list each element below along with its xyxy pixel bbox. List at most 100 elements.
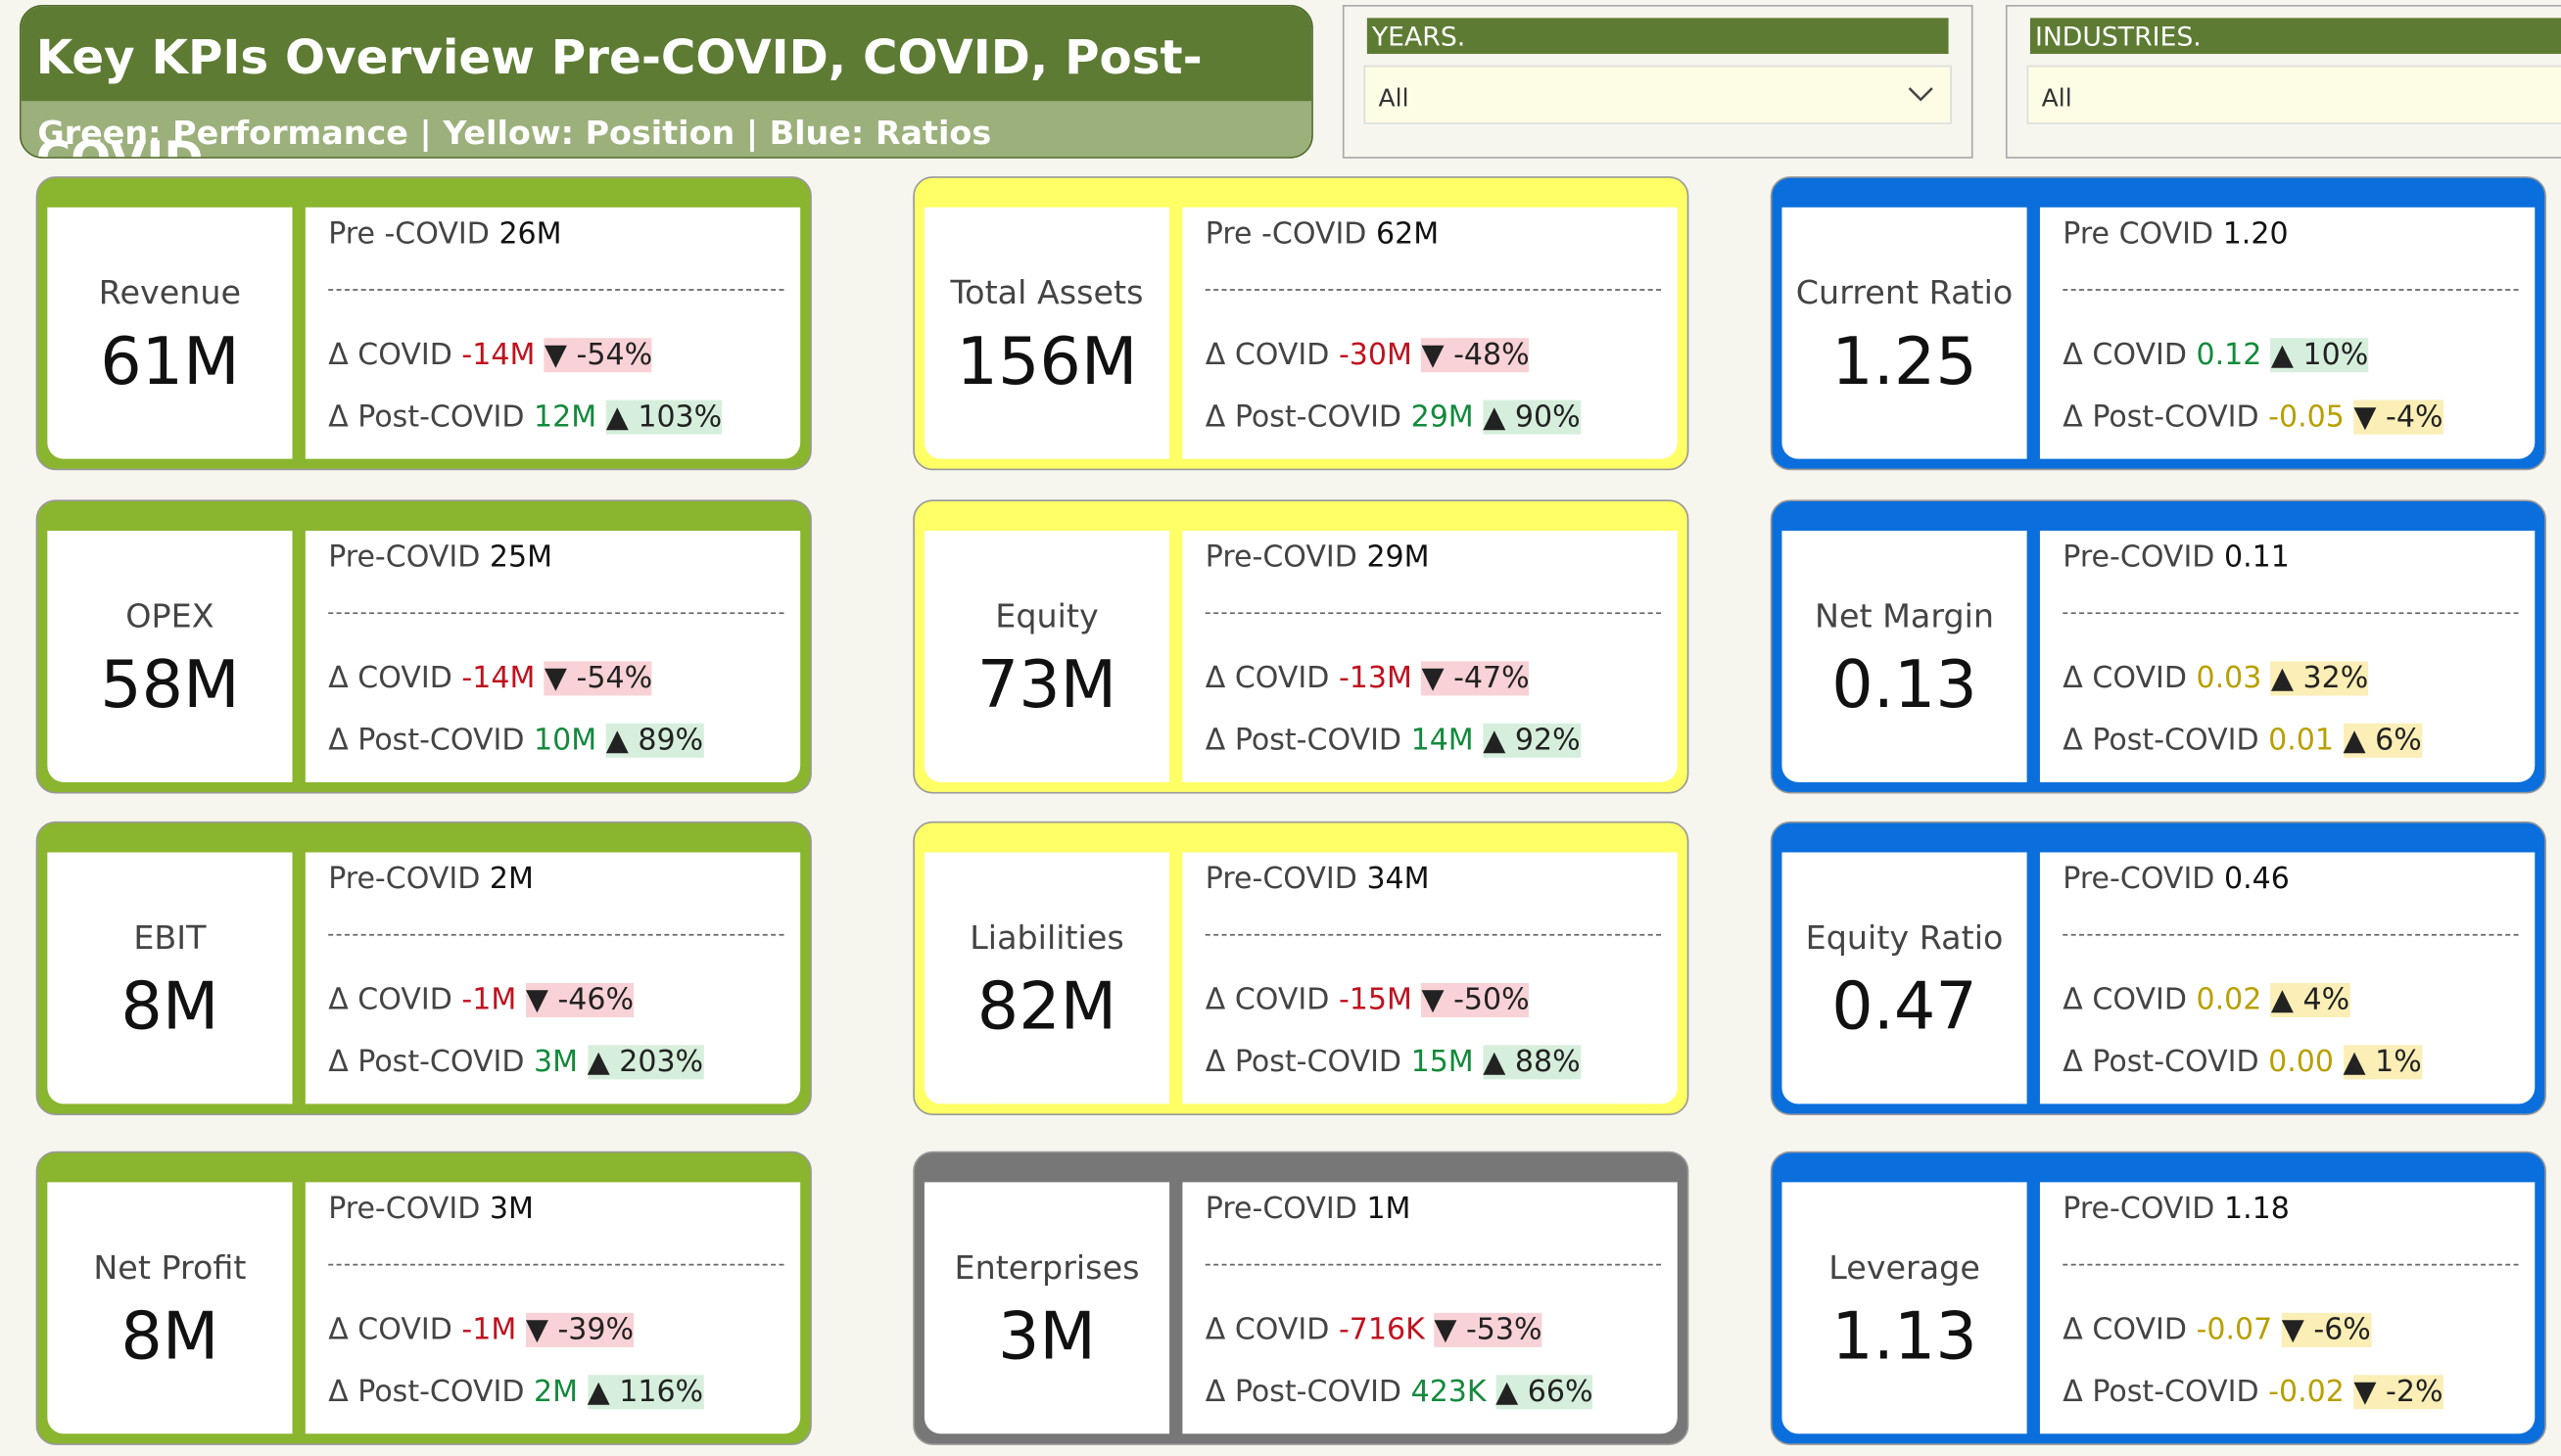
slicer[interactable]: YEARS. All (1342, 5, 1973, 159)
pre-value: 25M (489, 540, 552, 576)
post-delta: -0.05 (2268, 399, 2345, 435)
post-pct: ▼ -2% (2353, 1375, 2443, 1410)
kpi-name: Net Margin (1814, 595, 1995, 635)
post-label: Δ Post-COVID (2063, 1045, 2259, 1080)
kpi-detail: Pre-COVID 3M Δ COVID -1M ▼ -39% Δ Post-COV… (305, 1182, 801, 1434)
kpi-main: Net Margin 0.13 (1781, 531, 2027, 782)
post-line: Δ Post-COVID -0.02 ▼ -2% (2063, 1375, 2443, 1410)
chevron (1908, 87, 1933, 102)
pre-label: Pre-COVID (2063, 540, 2215, 576)
post-line: Δ Post-COVID 29M ▲ 90% (1205, 399, 1581, 435)
separator (1205, 612, 1662, 615)
kpi-detail: Pre-COVID 29M Δ COVID -13M ▼ -47% Δ Post-C… (1182, 531, 1678, 782)
pre-line: Pre -COVID 62M (1206, 217, 1439, 252)
kpi-card: Equity Ratio 0.47 Pre-COVID 0.46 Δ COVID 0.… (1770, 821, 2546, 1116)
pre-value: 1M (1366, 1192, 1411, 1227)
pre-label: Pre-COVID (328, 540, 481, 576)
covid-line: Δ COVID 0.03 ▲ 32% (2063, 661, 2369, 696)
separator (2063, 933, 2519, 936)
covid-pct: ▼ -54% (544, 661, 653, 696)
covid-delta: -1M (461, 982, 517, 1017)
post-label: Δ Post-COVID (2063, 723, 2259, 758)
covid-delta: -0.07 (2196, 1312, 2273, 1347)
pre-line: Pre-COVID 0.46 (2063, 863, 2290, 897)
pre-label: Pre-COVID (328, 862, 481, 897)
post-label: Δ Post-COVID (1205, 1375, 1402, 1410)
kpi-main: Equity Ratio 0.47 (1781, 852, 2027, 1104)
pre-value: 29M (1366, 540, 1430, 576)
separator (328, 289, 784, 291)
covid-line: Δ COVID -1M ▼ -39% (328, 1312, 635, 1347)
post-label: Δ Post-COVID (1205, 399, 1402, 435)
covid-line: Δ COVID -716K ▼ -53% (1205, 1312, 1542, 1347)
pre-value: 1.20 (2222, 216, 2289, 252)
covid-delta: 0.02 (2196, 982, 2262, 1017)
pre-value: 34M (1366, 862, 1430, 897)
covid-line: Δ COVID -15M ▼ -50% (1206, 982, 1530, 1017)
post-label: Δ Post-COVID (328, 1045, 525, 1080)
title: Key KPIs Overview Pre-COVID, COVID, Post… (21, 6, 1312, 157)
separator (2063, 612, 2519, 615)
pre-label: Pre-COVID (2063, 862, 2215, 897)
post-line: Δ Post-COVID 3M ▲ 203% (328, 1045, 704, 1080)
kpi-value: 1.25 (1831, 324, 1977, 400)
covid-delta: -1M (461, 1312, 517, 1347)
covid-delta: -30M (1338, 338, 1412, 373)
kpi-card: Enterprises 3M Pre-COVID 1M Δ COVID -716K ▼… (913, 1151, 1689, 1445)
kpi-card: Leverage 1.13 Pre-COVID 1.18 Δ COVID -0.07 … (1770, 1151, 2546, 1445)
kpi-card: Total Assets 156M Pre -COVID 62M Δ COVID -3… (913, 176, 1689, 471)
kpi-value: 0.47 (1831, 969, 1977, 1046)
separator (328, 612, 784, 615)
covid-pct: ▼ -53% (1434, 1312, 1542, 1347)
separator (1205, 933, 1662, 936)
post-label: Δ Post-COVID (328, 399, 525, 435)
covid-delta: -716K (1338, 1312, 1425, 1347)
kpi-main: Revenue 61M (47, 207, 293, 459)
slicer-dropdown[interactable]: All (1363, 65, 1952, 124)
kpi-detail: Pre-COVID 1M Δ COVID -716K ▼ -53% Δ Post-C… (1182, 1182, 1678, 1434)
kpi-value: 58M (100, 648, 240, 724)
post-delta: 12M (534, 399, 597, 435)
post-label: Δ Post-COVID (328, 723, 525, 758)
kpi-main: Leverage 1.13 (1781, 1182, 2027, 1434)
covid-line: Δ COVID -13M ▼ -47% (1206, 661, 1530, 696)
covid-label: Δ COVID (1205, 1312, 1330, 1347)
separator (2063, 289, 2519, 291)
header: Key KPIs Overview Pre-COVID, COVID, Post… (20, 5, 1313, 159)
post-line: Δ Post-COVID 2M ▲ 116% (328, 1375, 704, 1410)
covid-label: Δ COVID (328, 1312, 452, 1347)
covid-pct: ▲ 4% (2270, 982, 2350, 1017)
kpi-card: EBIT 8M Pre-COVID 2M Δ COVID -1M ▼ -46% Δ Po… (35, 821, 812, 1116)
pre-label: Pre-COVID (328, 1192, 481, 1227)
kpi-card: Liabilities 82M Pre-COVID 34M Δ COVID -15M … (913, 821, 1689, 1116)
pre-line: Pre-COVID 1M (1206, 1192, 1411, 1226)
kpi-detail: Pre -COVID 62M Δ COVID -30M ▼ -48% Δ Post-… (1182, 207, 1678, 459)
covid-line: Δ COVID 0.02 ▲ 4% (2063, 982, 2350, 1017)
post-pct: ▼ -4% (2353, 399, 2443, 435)
separator (2063, 1263, 2519, 1266)
pre-value: 0.11 (2223, 540, 2290, 576)
kpi-card: Equity 73M Pre-COVID 29M Δ COVID -13M ▼ -47… (913, 499, 1689, 794)
slicer[interactable]: INDUSTRIES. All (2005, 5, 2561, 159)
post-line: Δ Post-COVID 0.00 ▲ 1% (2063, 1045, 2422, 1080)
pre-label: Pre-COVID (1205, 1192, 1357, 1227)
pre-line: Pre-COVID 1.18 (2063, 1192, 2290, 1226)
post-label: Δ Post-COVID (1205, 1045, 1402, 1080)
kpi-name: EBIT (133, 917, 207, 958)
slicer-dropdown[interactable]: All (2026, 65, 2561, 124)
post-pct: ▲ 1% (2343, 1045, 2422, 1080)
covid-label: Δ COVID (328, 661, 452, 696)
kpi-main: EBIT 8M (47, 852, 293, 1104)
post-pct: ▲ 92% (1483, 723, 1581, 758)
kpi-detail: Pre -COVID 26M Δ COVID -14M ▼ -54% Δ Post-… (305, 207, 801, 459)
pre-line: Pre-COVID 3M (328, 1192, 534, 1226)
kpi-card: Revenue 61M Pre -COVID 26M Δ COVID -14M ▼ -… (35, 176, 812, 471)
kpi-main: Current Ratio 1.25 (1781, 207, 2027, 459)
kpi-main: Net Profit 8M (47, 1182, 293, 1434)
covid-label: Δ COVID (328, 338, 452, 373)
slicer-label: YEARS. (1366, 18, 1949, 55)
separator (1205, 1263, 1662, 1266)
pre-line: Pre-COVID 34M (1206, 863, 1430, 897)
pre-value: 1.18 (2223, 1192, 2290, 1227)
covid-label: Δ COVID (2063, 982, 2187, 1017)
